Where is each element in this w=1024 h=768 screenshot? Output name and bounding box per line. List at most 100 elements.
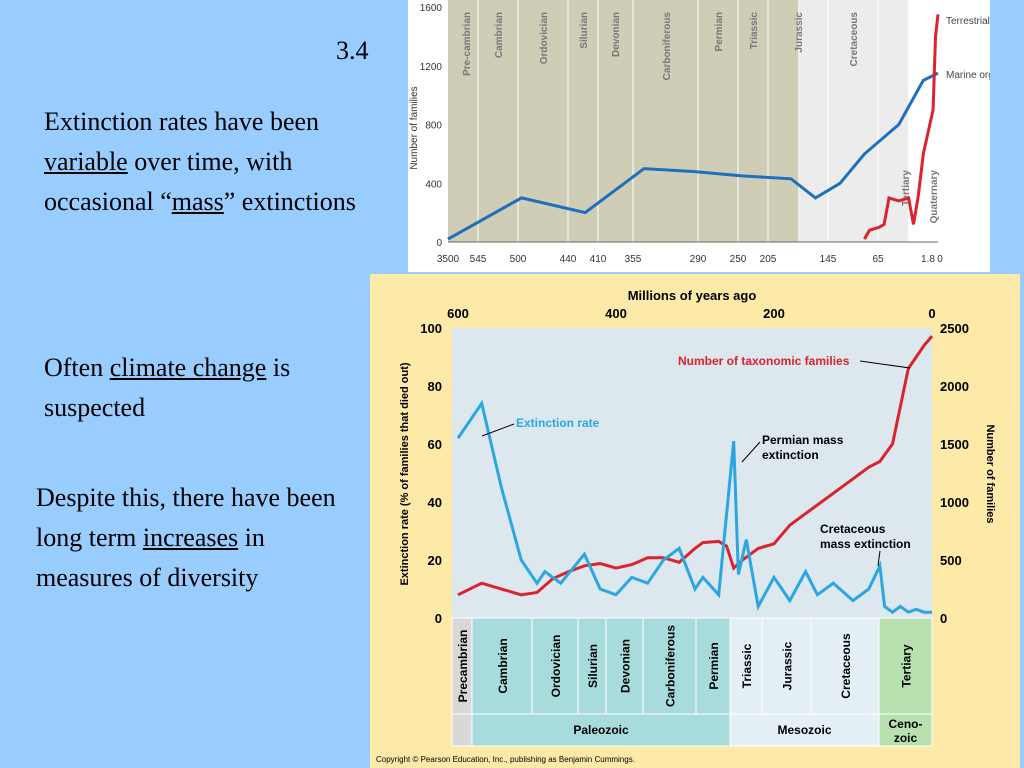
period-label: Permian xyxy=(714,12,725,51)
annotation-permian: Permian mass extinction xyxy=(762,433,844,462)
x-tick-label: 600 xyxy=(447,306,469,321)
era-label: Paleozoic xyxy=(573,723,629,737)
era-box xyxy=(729,713,880,747)
period-box xyxy=(531,617,579,715)
y-tick-label: 0 xyxy=(436,238,442,249)
x-tick-label: 290 xyxy=(690,254,707,265)
text-part: over time, with occasional “ xyxy=(44,147,293,216)
period-label: Cambrian xyxy=(496,638,510,693)
text-part: Often xyxy=(44,353,110,382)
text-diversity-increases: Despite this, there have been long term … xyxy=(36,478,366,598)
series-extinction-line xyxy=(456,399,932,615)
x-tick-label: 355 xyxy=(625,254,642,265)
period-box xyxy=(695,617,731,715)
period-label: Jurassic xyxy=(794,12,805,53)
period-label: Precambrian xyxy=(456,630,470,703)
ylabel-right: Number of families xyxy=(984,424,996,523)
ylabel-left: Extinction rate (% of families that died… xyxy=(399,362,411,585)
annotation-cretaceous: Cretaceous mass extinction xyxy=(820,522,911,551)
text-part: is suspected xyxy=(44,353,291,422)
x-tick-label: 3500 xyxy=(437,254,460,265)
period-label: Cambrian xyxy=(494,12,505,58)
period-label: Jurassic xyxy=(781,641,795,690)
term-mass: mass xyxy=(171,187,224,216)
era-box xyxy=(471,713,731,747)
x-tick-label: 65 xyxy=(872,254,884,265)
right-tick-label: 500 xyxy=(940,553,962,568)
figure1-ylabel: Number of families xyxy=(409,86,420,169)
annotation-families: Number of taxonomic families xyxy=(678,354,850,368)
period-label: Quaternary xyxy=(929,170,940,224)
right-tick-label: 2500 xyxy=(940,321,969,336)
x-tick-label: 400 xyxy=(605,306,627,321)
x-tick-label: 0 xyxy=(937,254,943,265)
text-extinction-rates: Extinction rates have been variable over… xyxy=(44,102,364,222)
x-tick-label: 410 xyxy=(590,254,607,265)
y-tick-label: 1600 xyxy=(420,3,443,14)
legend-marine: Marine organisms xyxy=(946,70,990,81)
annotation-extinction: Extinction rate xyxy=(516,416,600,430)
right-tick-label: 0 xyxy=(940,611,947,626)
period-label: Permian xyxy=(707,642,721,689)
text-part: Extinction rates have been xyxy=(44,107,320,136)
x-tick-label: 250 xyxy=(730,254,747,265)
left-tick-label: 60 xyxy=(428,437,442,452)
figure-extinction-chart: Millions of years ago 600 400 200 0 1008060… xyxy=(370,274,1020,768)
period-box xyxy=(471,617,533,715)
period-label: Silurian xyxy=(586,644,600,688)
y-tick-label: 800 xyxy=(425,121,442,132)
period-box xyxy=(761,617,812,715)
period-label: Cretaceous xyxy=(849,12,860,67)
term-climate-change: climate change xyxy=(109,353,267,382)
period-label: Carboniferous xyxy=(664,625,678,707)
text-part: Despite this, there have been long term xyxy=(36,483,336,552)
left-tick-label: 0 xyxy=(435,611,442,626)
x-tick-label: 1.8 xyxy=(921,254,935,265)
period-label: Devonian xyxy=(611,12,622,57)
series-terrestrial-line xyxy=(863,14,940,240)
chart-title: Millions of years ago xyxy=(628,288,757,303)
x-tick-label: 200 xyxy=(763,306,785,321)
right-tick-label: 1500 xyxy=(940,437,969,452)
y-tick-label: 400 xyxy=(425,179,442,190)
copyright: Copyright © Pearson Education, Inc., pub… xyxy=(376,755,635,764)
period-box xyxy=(642,617,697,715)
era-box xyxy=(878,713,933,747)
x-tick-label: 545 xyxy=(470,254,487,265)
x-tick-label: 205 xyxy=(760,254,777,265)
term-increases: increases xyxy=(142,523,239,552)
x-tick-label: 500 xyxy=(510,254,527,265)
y-tick-label: 1200 xyxy=(420,62,443,73)
text-climate-change: Often climate change is suspected xyxy=(44,348,364,428)
period-label: Silurian xyxy=(579,12,590,49)
period-label: Triassic xyxy=(740,643,754,688)
x-tick-label: 0 xyxy=(928,306,935,321)
term-variable: variable xyxy=(44,147,128,176)
period-label: Ordovician xyxy=(549,635,563,698)
era-label: Mesozoic xyxy=(777,723,831,737)
era-label: Ceno-zoic xyxy=(889,717,923,745)
period-label: Devonian xyxy=(619,639,633,693)
left-tick-label: 100 xyxy=(420,321,442,336)
text-part: in measures of diversity xyxy=(36,523,265,592)
right-tick-label: 1000 xyxy=(940,495,969,510)
right-tick-label: 2000 xyxy=(940,379,969,394)
slide-number: 3.4 xyxy=(336,36,369,65)
text-part: ” extinctions xyxy=(223,187,356,216)
period-label: Tertiary xyxy=(900,644,914,687)
left-tick-label: 40 xyxy=(428,495,442,510)
left-tick-label: 20 xyxy=(428,553,442,568)
period-label: Cretaceous xyxy=(839,633,853,699)
period-label: Ordovician xyxy=(539,12,550,64)
period-label: Carboniferous xyxy=(662,12,673,81)
period-label: Triassic xyxy=(749,12,760,50)
figure-families-chart: Pre-cambrian Cambrian Ordovician Silurian De… xyxy=(408,0,990,272)
legend-terrestrial: Terrestrial organisms xyxy=(946,16,990,27)
x-tick-label: 440 xyxy=(560,254,577,265)
left-tick-label: 80 xyxy=(428,379,442,394)
x-tick-label: 145 xyxy=(820,254,837,265)
period-label: Tertiary xyxy=(901,170,912,206)
period-box xyxy=(729,617,763,715)
period-label: Pre-cambrian xyxy=(462,12,473,76)
series-marine-line xyxy=(447,71,939,241)
